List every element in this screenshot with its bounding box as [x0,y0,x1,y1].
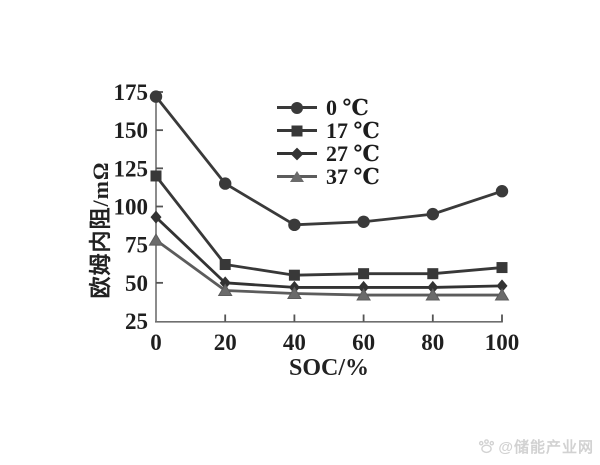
legend-line-27c [277,147,317,160]
diamond-marker-icon [219,276,231,290]
series-line-2 [154,215,504,289]
diamond-marker-icon [290,147,304,160]
circle-marker-icon [495,185,509,198]
legend-label-37c: 37 ℃ [326,163,380,189]
circle-marker-icon [357,215,370,228]
y-tick-label: 150 [114,118,149,143]
series-line-0 [154,95,504,227]
x-tick-label: 80 [421,330,444,355]
legend-label-0c: 0 ℃ [326,94,369,120]
legend-item-0c: 0 ℃ [277,94,380,120]
square-marker-icon [219,259,231,271]
x-axis-title: SOC/% [288,355,370,381]
watermark: @储能产业网 [478,436,594,457]
legend-line-37c [277,170,317,182]
legend-item-17c: 17 ℃ [277,117,380,143]
circle-marker-icon [149,90,163,103]
triangle-marker-icon [217,283,233,296]
legend-label-27c: 27 ℃ [326,140,380,166]
square-marker-icon [150,170,162,182]
y-tick-label: 50 [125,271,148,296]
legend-line-0c [277,101,317,114]
circle-marker-icon [291,101,303,114]
y-tick-label: 175 [114,80,149,105]
diamond-marker-icon [358,280,370,294]
paw-icon [479,439,495,454]
circle-marker-icon [288,218,301,232]
circle-marker-icon [426,207,439,221]
x-tick-label: 40 [283,330,306,355]
square-marker-icon [288,269,300,281]
square-marker-icon [358,268,370,280]
y-tick-label: 125 [114,156,149,181]
circle-marker-icon [219,177,232,190]
series-line-1 [154,174,504,277]
y-tick-label: 100 [114,195,149,220]
diamond-marker-icon [496,279,508,293]
triangle-marker-icon [494,288,510,301]
triangle-marker-icon [356,288,371,301]
legend-label-17c: 17 ℃ [326,117,380,143]
y-tick-label: 75 [125,233,148,258]
watermark-text: @储能产业网 [498,439,594,456]
x-tick-label: 20 [214,330,237,355]
x-tick-label: 0 [150,330,162,355]
square-marker-icon [496,262,508,274]
y-axis-title: 欧姆内阻/mΩ [88,161,113,299]
chart-legend: 0 ℃ 17 ℃ 27 ℃ 37 ℃ [277,94,380,189]
y-tick-label: 25 [125,309,148,334]
x-tick-label: 60 [352,330,375,355]
legend-line-17c [277,125,317,136]
square-marker-icon [291,125,303,136]
series-line-3 [154,238,504,297]
diamond-marker-icon [150,210,162,224]
diamond-marker-icon [427,280,439,294]
triangle-marker-icon [148,233,164,246]
triangle-marker-icon [290,170,304,182]
legend-item-27c: 27 ℃ [277,140,380,166]
triangle-marker-icon [287,286,302,300]
legend-item-37c: 37 ℃ [277,163,380,189]
triangle-marker-icon [425,288,441,301]
x-tick-label: 100 [485,330,520,355]
square-marker-icon [427,268,439,280]
